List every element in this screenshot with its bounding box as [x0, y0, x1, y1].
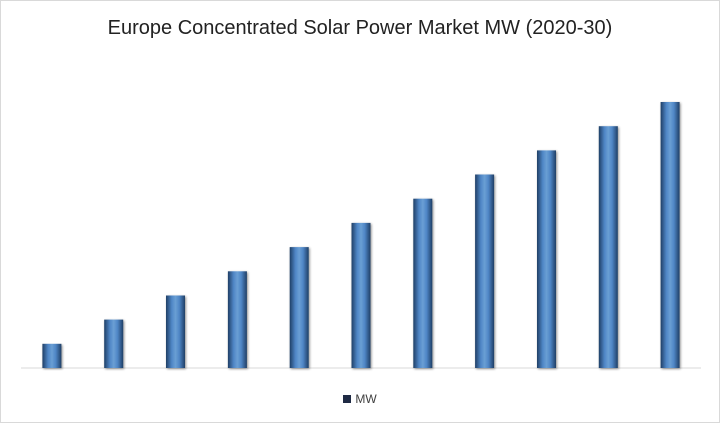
bar-9 [537, 150, 556, 368]
bar-10 [598, 126, 618, 368]
legend-label-mw: MW [355, 391, 377, 406]
bars-group [42, 102, 680, 368]
bar-6 [351, 222, 371, 368]
bar-4 [227, 271, 247, 368]
bar-8 [475, 174, 495, 368]
bar-2 [104, 319, 124, 368]
bar-1 [42, 343, 62, 368]
bar-7 [413, 198, 433, 368]
bar-5 [289, 247, 309, 368]
bar-3 [166, 295, 185, 368]
chart-title: Europe Concentrated Solar Power Market M… [107, 17, 613, 39]
bar-11 [660, 102, 680, 368]
legend: MW [1, 391, 719, 406]
legend-swatch [343, 394, 352, 403]
